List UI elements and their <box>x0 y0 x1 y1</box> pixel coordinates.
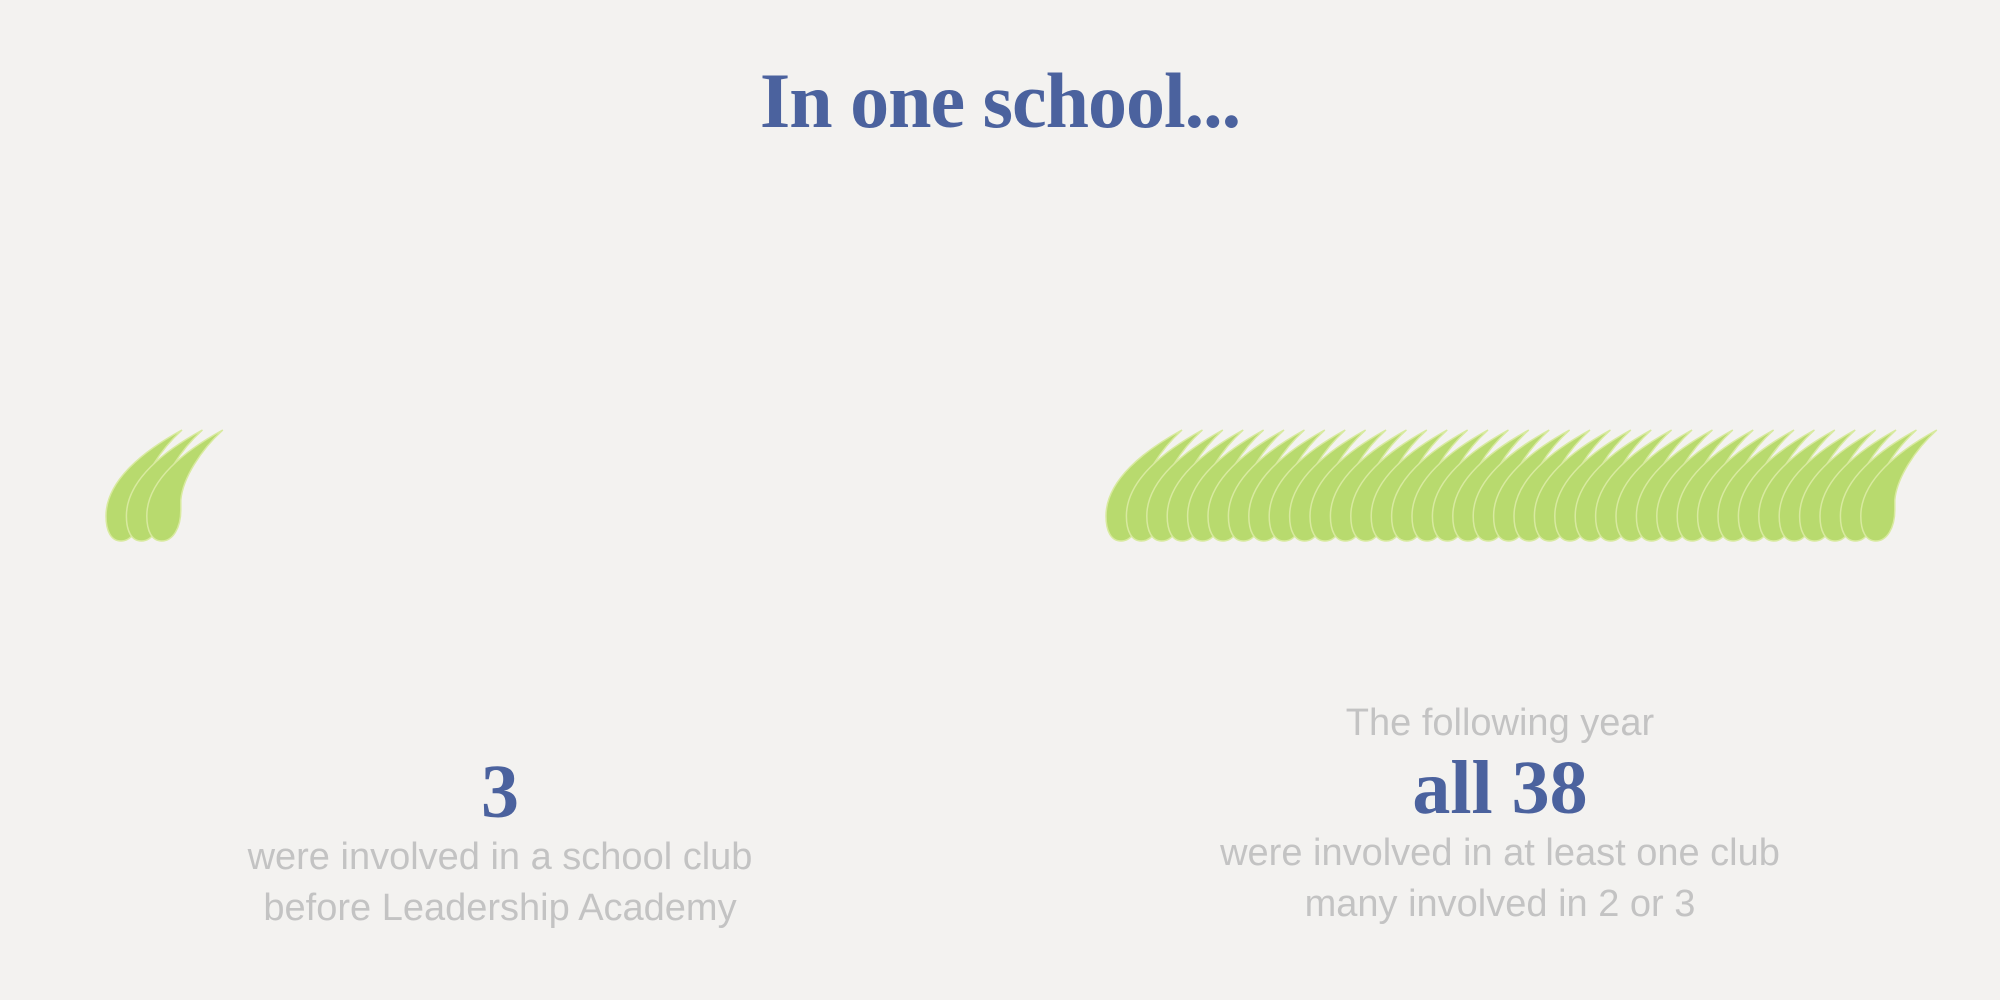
page-title: In one school... <box>759 57 1241 144</box>
leaves-before-graphic <box>105 429 224 542</box>
after-leaf-icon <box>1860 429 1938 542</box>
before-stat-panel: 3 were involved in a school club before … <box>160 752 840 934</box>
after-stat-panel: The following year all 38 were involved … <box>1150 700 1850 930</box>
before-description-line-1: were involved in a school club <box>247 836 753 878</box>
before-description-line-2: before Leadership Academy <box>263 887 737 929</box>
after-description-line-1: were involved in at least one club <box>1220 832 1780 874</box>
after-kicker: The following year <box>1345 702 1655 744</box>
after-description-line-2: many involved in 2 or 3 <box>1304 883 1696 925</box>
leaf-row-after <box>1100 428 1938 546</box>
leaf-row-before <box>100 428 224 546</box>
after-count: all 38 <box>1412 746 1588 830</box>
before-count: 3 <box>481 750 519 834</box>
before-leaf-icon <box>146 429 224 542</box>
leaves-after-graphic <box>1105 429 1938 542</box>
